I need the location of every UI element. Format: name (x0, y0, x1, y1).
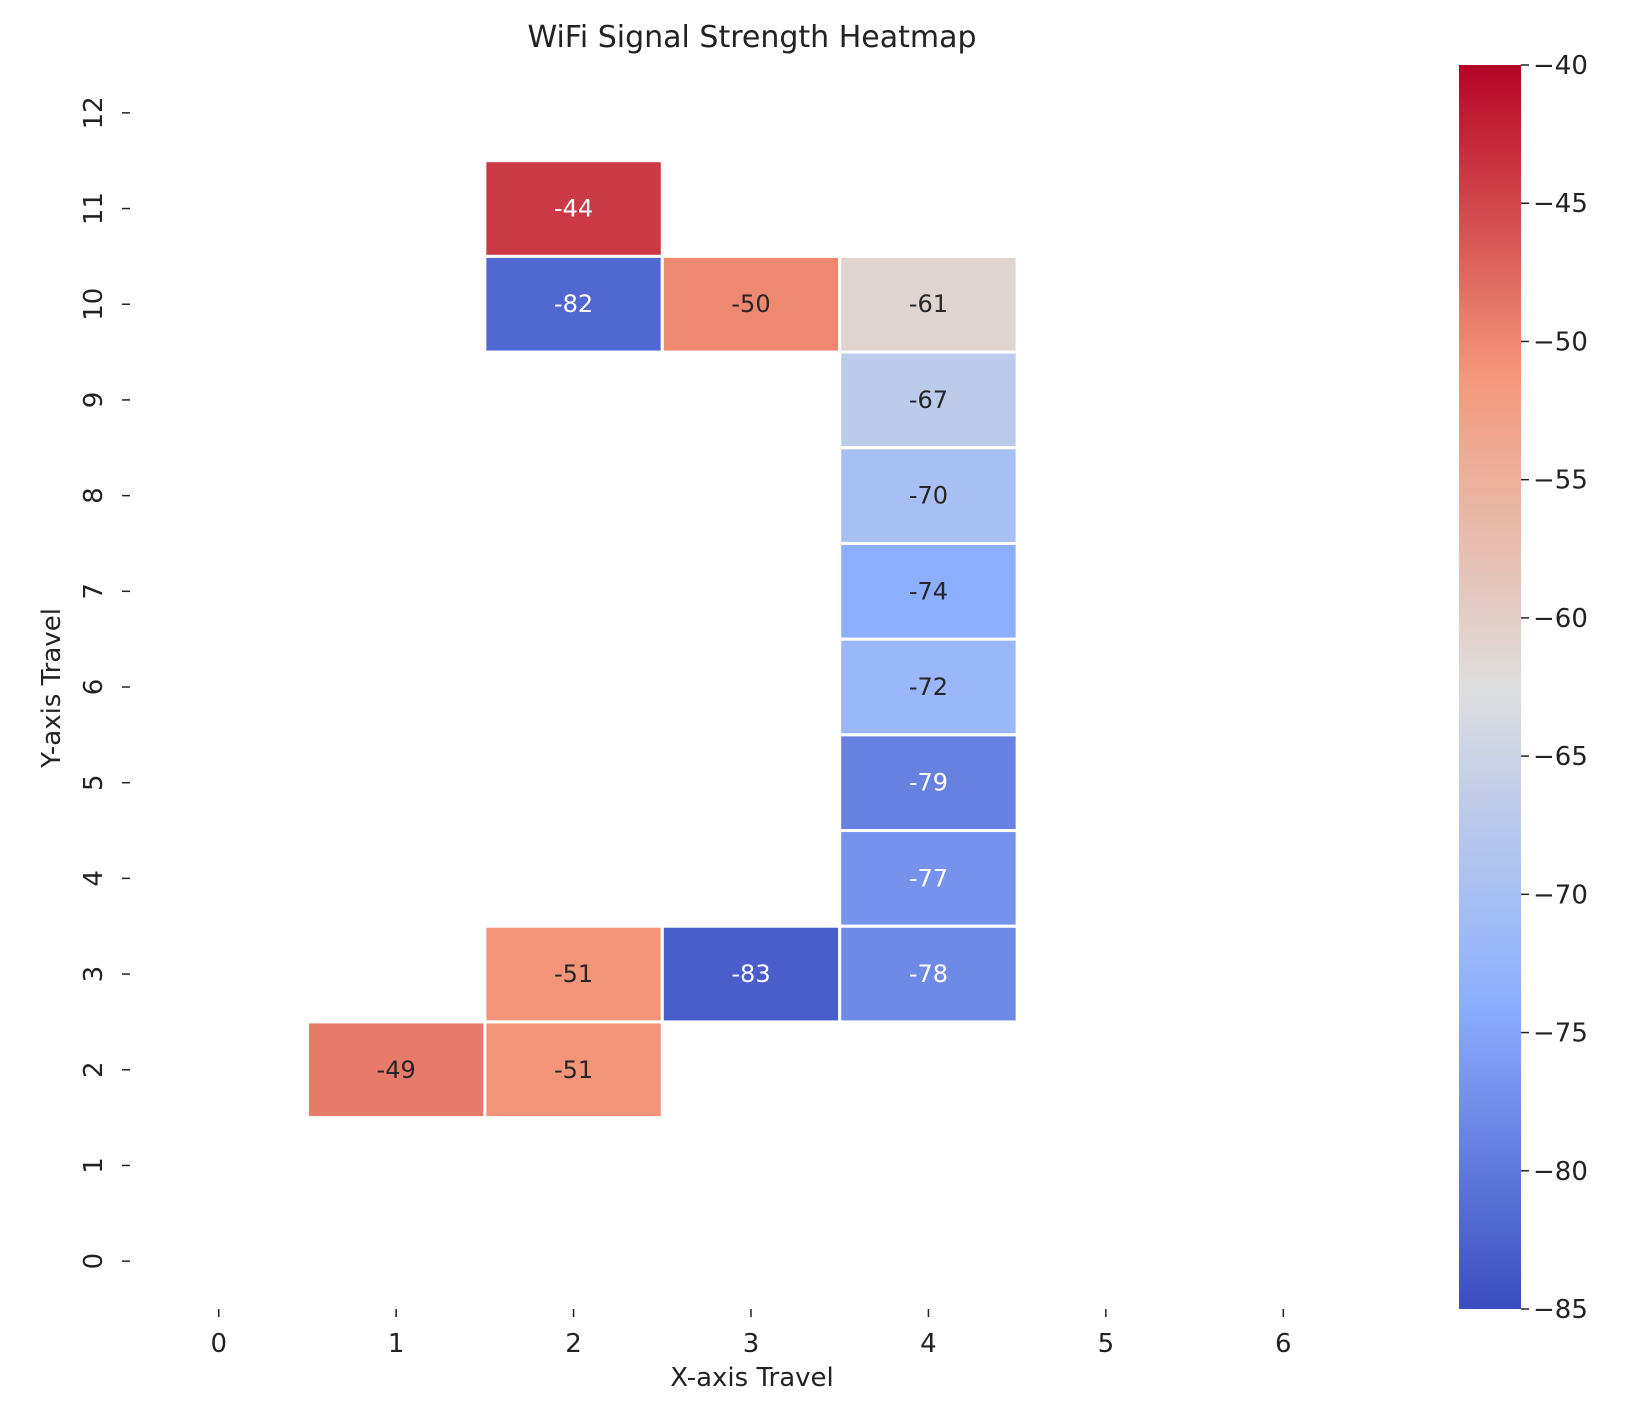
x-tick-label: 1 (388, 1329, 405, 1359)
y-tick-label: 9 (79, 392, 109, 409)
y-tick-label: 4 (79, 870, 109, 887)
heatmap-cell (483, 159, 664, 258)
x-axis-label: X-axis Travel (670, 1363, 834, 1393)
colorbar-tick-label: −65 (1533, 742, 1588, 772)
x-tick-label: 6 (1275, 1329, 1292, 1359)
cell-value-label: -49 (377, 1056, 416, 1084)
colorbar-tick-label: −60 (1533, 604, 1588, 634)
heatmap-cell (305, 1020, 487, 1120)
y-tick-label: 8 (79, 487, 109, 504)
cell-value-label: -51 (554, 1056, 593, 1084)
heatmap-cell (838, 637, 1019, 737)
x-tick-label: 4 (920, 1329, 937, 1359)
y-axis-label: Y-axis Travel (37, 608, 67, 769)
colorbar: −40 −45 −50 −55 −60 −65 −70 −75 −80 −85 (1459, 51, 1588, 1325)
colorbar-tick-label: −40 (1533, 51, 1588, 81)
y-tick-label: 2 (79, 1061, 109, 1078)
cell-value-label: -78 (909, 960, 948, 988)
colorbar-tick-label: −55 (1533, 466, 1588, 496)
cell-value-label: -72 (909, 673, 948, 701)
x-tick-label: 3 (743, 1329, 760, 1359)
y-tick-label: 12 (79, 96, 109, 129)
heatmap-cell (483, 1020, 664, 1120)
y-tick-label: 5 (79, 774, 109, 791)
cell-value-label: -50 (731, 290, 770, 318)
colorbar-gradient-bar (1459, 65, 1521, 1309)
cell-value-label: -51 (554, 960, 593, 988)
heatmap-cell (660, 924, 842, 1024)
y-tick-label: 3 (79, 966, 109, 983)
y-tick-label: 6 (79, 679, 109, 696)
chart-title: WiFi Signal Strength Heatmap (527, 20, 976, 55)
cell-value-label: -79 (909, 769, 948, 797)
y-tick-label: 7 (79, 583, 109, 600)
colorbar-tick-label: −70 (1533, 880, 1588, 910)
x-tick-label: 5 (1098, 1329, 1115, 1359)
plot-area: -44 -82 -50 -61 -67 -70 -74 -72 -79 -77 -51 -83 -78 -… (305, 159, 1019, 1120)
heatmap-cell (838, 254, 1019, 354)
colorbar-tick-label: −45 (1533, 189, 1588, 219)
colorbar-tick-label: −75 (1533, 1019, 1588, 1049)
heatmap-cell (660, 254, 842, 354)
cell-value-label: -82 (554, 290, 593, 318)
y-tick-label: 1 (79, 1157, 109, 1174)
cell-value-label: -70 (909, 482, 948, 510)
heatmap-cell (483, 254, 664, 354)
y-tick-label: 10 (79, 288, 109, 321)
colorbar-tick-label: −80 (1533, 1157, 1588, 1187)
cell-value-label: -44 (554, 195, 593, 223)
cell-value-label: -67 (909, 386, 948, 414)
cell-value-label: -74 (909, 577, 948, 605)
heatmap-cell (838, 924, 1019, 1024)
heatmap-cell (838, 829, 1019, 928)
colorbar-tick-label: −50 (1533, 327, 1588, 357)
y-tick-label: 0 (79, 1253, 109, 1270)
cell-value-label: -77 (909, 864, 948, 892)
cell-value-label: -83 (731, 960, 770, 988)
y-tick-label: 11 (79, 192, 109, 225)
heatmap-cell (838, 446, 1019, 545)
x-axis: 0 1 2 3 4 5 6 (210, 1309, 1292, 1359)
cell-value-label: -61 (909, 290, 948, 318)
x-tick-label: 2 (565, 1329, 582, 1359)
colorbar-tick-label: −85 (1533, 1295, 1588, 1325)
x-tick-label: 0 (210, 1329, 227, 1359)
